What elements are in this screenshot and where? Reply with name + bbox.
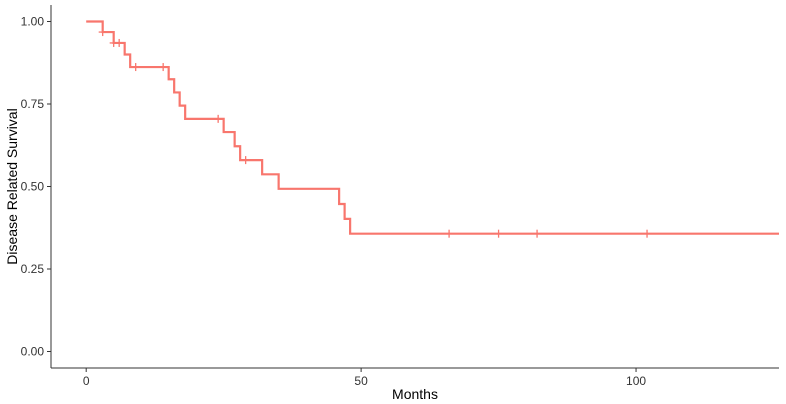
survival-curve xyxy=(86,20,779,235)
x-tick-label: 100 xyxy=(626,374,646,388)
y-ticks: 0.00 0.25 0.50 0.75 1.00 xyxy=(21,15,51,359)
axes: 0.00 0.25 0.50 0.75 1.00 0 50 100 xyxy=(21,5,779,388)
series-layer xyxy=(86,20,779,238)
y-tick-label: 0.00 xyxy=(21,345,45,359)
x-tick-label: 50 xyxy=(354,374,368,388)
y-tick-label: 1.00 xyxy=(21,15,45,29)
y-tick-label: 0.75 xyxy=(21,97,45,111)
y-tick-label: 0.50 xyxy=(21,180,45,194)
x-tick-label: 0 xyxy=(83,374,90,388)
x-axis-title: Months xyxy=(392,386,438,402)
y-axis-title: Disease Related Survival xyxy=(4,108,20,264)
y-tick-label: 0.25 xyxy=(21,262,45,276)
x-ticks: 0 50 100 xyxy=(83,368,646,388)
